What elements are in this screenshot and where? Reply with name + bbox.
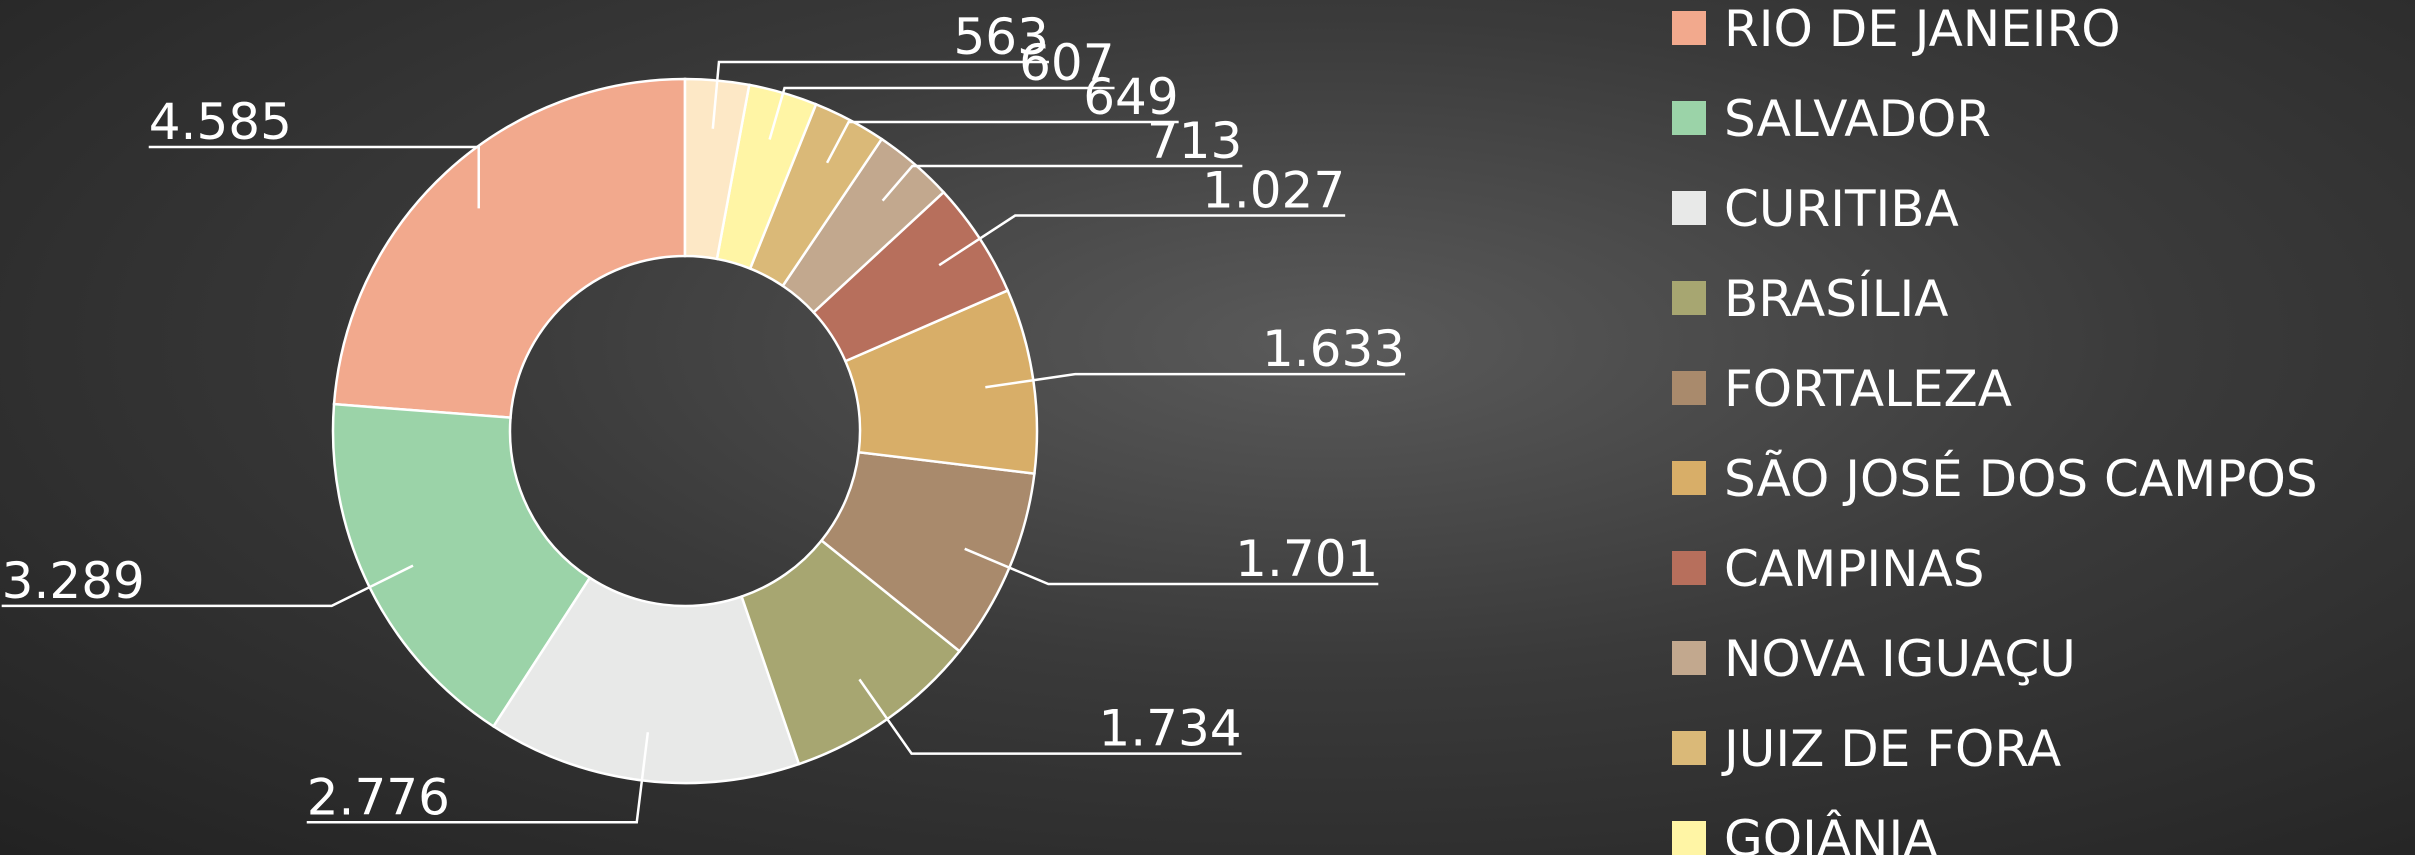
value-label: 1.027 [1202,162,1345,220]
legend-label: GOIÂNIA [1724,809,1937,855]
value-label: 649 [1083,68,1178,126]
legend-label: SALVADOR [1724,90,1991,148]
donut-segment [491,576,801,785]
leader-line [768,86,1115,140]
donut-segment [331,402,592,729]
donut-segment [683,77,751,261]
value-label: 1.633 [1262,320,1405,378]
legend-label: JUIZ DE FORA [1721,720,2061,778]
legend-swatch [1672,11,1706,45]
legend-label: CURITIBA [1724,180,1959,238]
legend-swatch [1672,371,1706,405]
leader-line [938,214,1346,267]
leader-line [964,547,1379,586]
legend-label: BRASÍLIA [1724,269,1949,328]
value-label: 1.734 [1098,700,1241,758]
legend-label: RIO DE JANEIRO [1724,0,2121,58]
legend-label: CAMPINAS [1724,540,1985,598]
leader-line [858,678,1242,755]
donut-segment [332,77,687,419]
value-label: 563 [954,8,1049,66]
value-label: 4.585 [149,93,292,151]
legend-label: NOVA IGUAÇU [1724,630,2076,688]
legend-swatch [1672,731,1706,765]
legend-label: FORTALEZA [1724,360,2012,418]
leader-line [148,145,480,209]
legend-label: SÃO JOSÉ DOS CAMPOS [1724,449,2318,508]
leader-line [825,120,1179,164]
leader-line [985,372,1406,389]
value-label: 2.776 [307,768,450,826]
leader-line [1,564,414,608]
legend-swatch [1672,641,1706,675]
legend-swatch [1672,551,1706,585]
legend-swatch [1672,461,1706,495]
leader-line [711,60,1049,129]
legend-swatch [1672,191,1706,225]
legend-swatch [1672,101,1706,135]
leader-line [306,732,650,824]
legend-swatch [1672,281,1706,315]
legend-swatch [1672,821,1706,855]
value-label: 1.701 [1235,530,1378,588]
value-label: 3.289 [2,552,145,610]
leader-line [881,164,1243,202]
